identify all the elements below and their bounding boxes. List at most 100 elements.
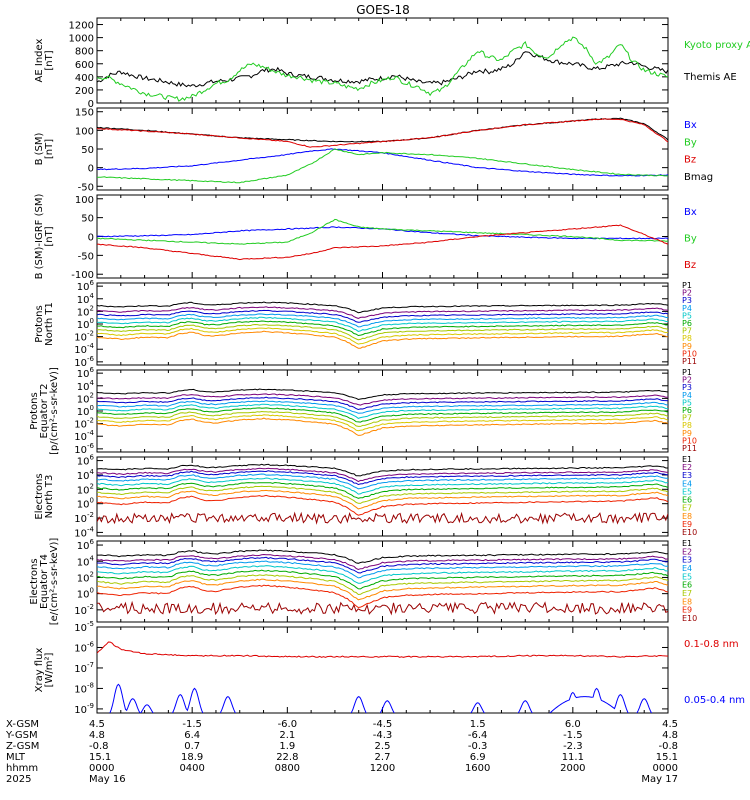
y-axis-label: [p/(cm²-s-sr-keV)] [49,367,60,455]
y-tick-label: 10-2 [74,511,94,525]
orbit-value: 0000 [89,763,114,774]
y-tick-label: 102 [77,570,94,584]
series-line-e3 [97,470,668,486]
y-tick-label: 10-8 [74,681,94,695]
series-line-p7 [97,410,668,427]
y-tick-label: 104 [77,468,95,482]
orbit-value: 6.9 [470,752,486,763]
orbit-value: -1.5 [563,730,583,741]
series-line-e3 [97,556,668,574]
legend-entry: P6 [682,319,692,328]
series-line-p6 [97,407,668,423]
orbit-value: 1600 [465,763,490,774]
orbit-value: 2.1 [279,730,295,741]
orbit-value: 6.4 [184,730,200,741]
series-line-p4 [97,400,668,414]
y-tick-label: 0 [88,233,94,244]
legend-entry: P7 [682,414,692,423]
legend-entry: E1 [682,539,692,548]
series-line-e10 [97,600,668,616]
y-axis-label: Equator T2 [39,384,50,439]
legend-entry: E2 [682,547,692,556]
series-line-p1 [97,301,668,314]
legend-entry: P2 [682,289,692,298]
series-line-e4 [97,560,668,579]
series-line-by [97,218,668,245]
series-line-p6 [97,320,668,337]
series-line-0-1-0-8-nm [97,641,668,658]
orbit-value: 0400 [179,763,204,774]
series-line-kyoto-proxy-ae [97,36,668,102]
legend-entry: P5 [682,398,692,407]
y-axis-label: AE Index [34,38,45,82]
legend-entry: Themis AE [683,72,737,83]
y-axis-label: [nT] [44,226,55,246]
y-tick-label: -50 [78,182,94,193]
panel-ee: 10-2 100 102 104 106 Electrons Equator T4 [e/(c… [29,538,697,626]
y-axis-label: [W/m²] [44,652,55,687]
legend-entry: Kyoto proxy AE [684,40,750,51]
y-tick-label: 400 [75,73,94,84]
series-line-e6 [97,481,668,499]
legend-entry: E8 [682,512,692,521]
orbit-value: 1.5 [470,719,486,730]
panel-bsm: -50 0 50 100 150 B (SM) [nT] Bx By Bz Bmag [34,107,713,193]
legend-entry: P11 [682,444,697,453]
y-tick-label: 100 [75,126,94,137]
y-tick-label: 106 [77,538,95,552]
orbit-value: -4.5 [373,719,393,730]
y-axis-label: [nT] [44,50,55,70]
y-tick-label: 10-7 [74,661,94,675]
series-line-p3 [97,309,668,323]
y-axis-label: Equator T4 [39,554,50,609]
legend-entry: E2 [682,463,692,472]
legend-entry: P1 [682,368,692,377]
y-axis-label: North T3 [44,475,55,519]
orbit-value: 4.8 [662,730,678,741]
series-line-e2 [97,553,668,571]
orbit-row-label: 2025 [6,774,31,785]
y-tick-label: 800 [75,47,94,58]
series-line-bz [97,224,668,261]
series-line-e7 [97,485,668,504]
series-line-0-05-0-4-nm [109,683,653,713]
series-line-e8 [97,578,668,601]
y-tick-label: 106 [77,454,95,468]
series-group [97,36,668,102]
series-line-p3 [97,396,668,411]
y-tick-label: 10-5 [74,620,94,634]
legend-entry: E1 [682,455,692,464]
panel-frame [96,626,669,714]
legend-entry: P10 [682,349,697,358]
orbit-value: 1200 [370,763,395,774]
legend-entry: Bz [684,260,696,271]
series-line-p1 [97,388,668,401]
legend-entry: By [684,137,697,148]
series-line-p2 [97,393,668,406]
orbit-value: 11.1 [562,752,584,763]
y-axis-label: Electrons [29,558,40,604]
orbit-value: 18.9 [181,752,203,763]
legend-entry: 0.05-0.4 nm [684,695,745,706]
legend-entry: P7 [682,327,692,336]
legend-entry: E5 [682,572,692,581]
series-line-e5 [97,565,668,584]
legend-entry: P9 [682,342,692,351]
legend-entry: P1 [682,281,692,290]
orbit-value: 15.1 [89,752,111,763]
orbit-value: -0.3 [468,741,488,752]
orbit-value: 0.7 [184,741,200,752]
series-line-e2 [97,467,668,483]
legend-entry: 0.1-0.8 nm [684,639,739,650]
y-axis-label: Protons [34,305,45,342]
orbit-value: 2.7 [375,752,391,763]
panel-frame [96,369,669,453]
y-tick-label: -100 [71,270,94,281]
y-tick-label: 200 [75,86,94,97]
panel-frame [96,17,669,104]
legend-entry: E10 [682,528,697,537]
